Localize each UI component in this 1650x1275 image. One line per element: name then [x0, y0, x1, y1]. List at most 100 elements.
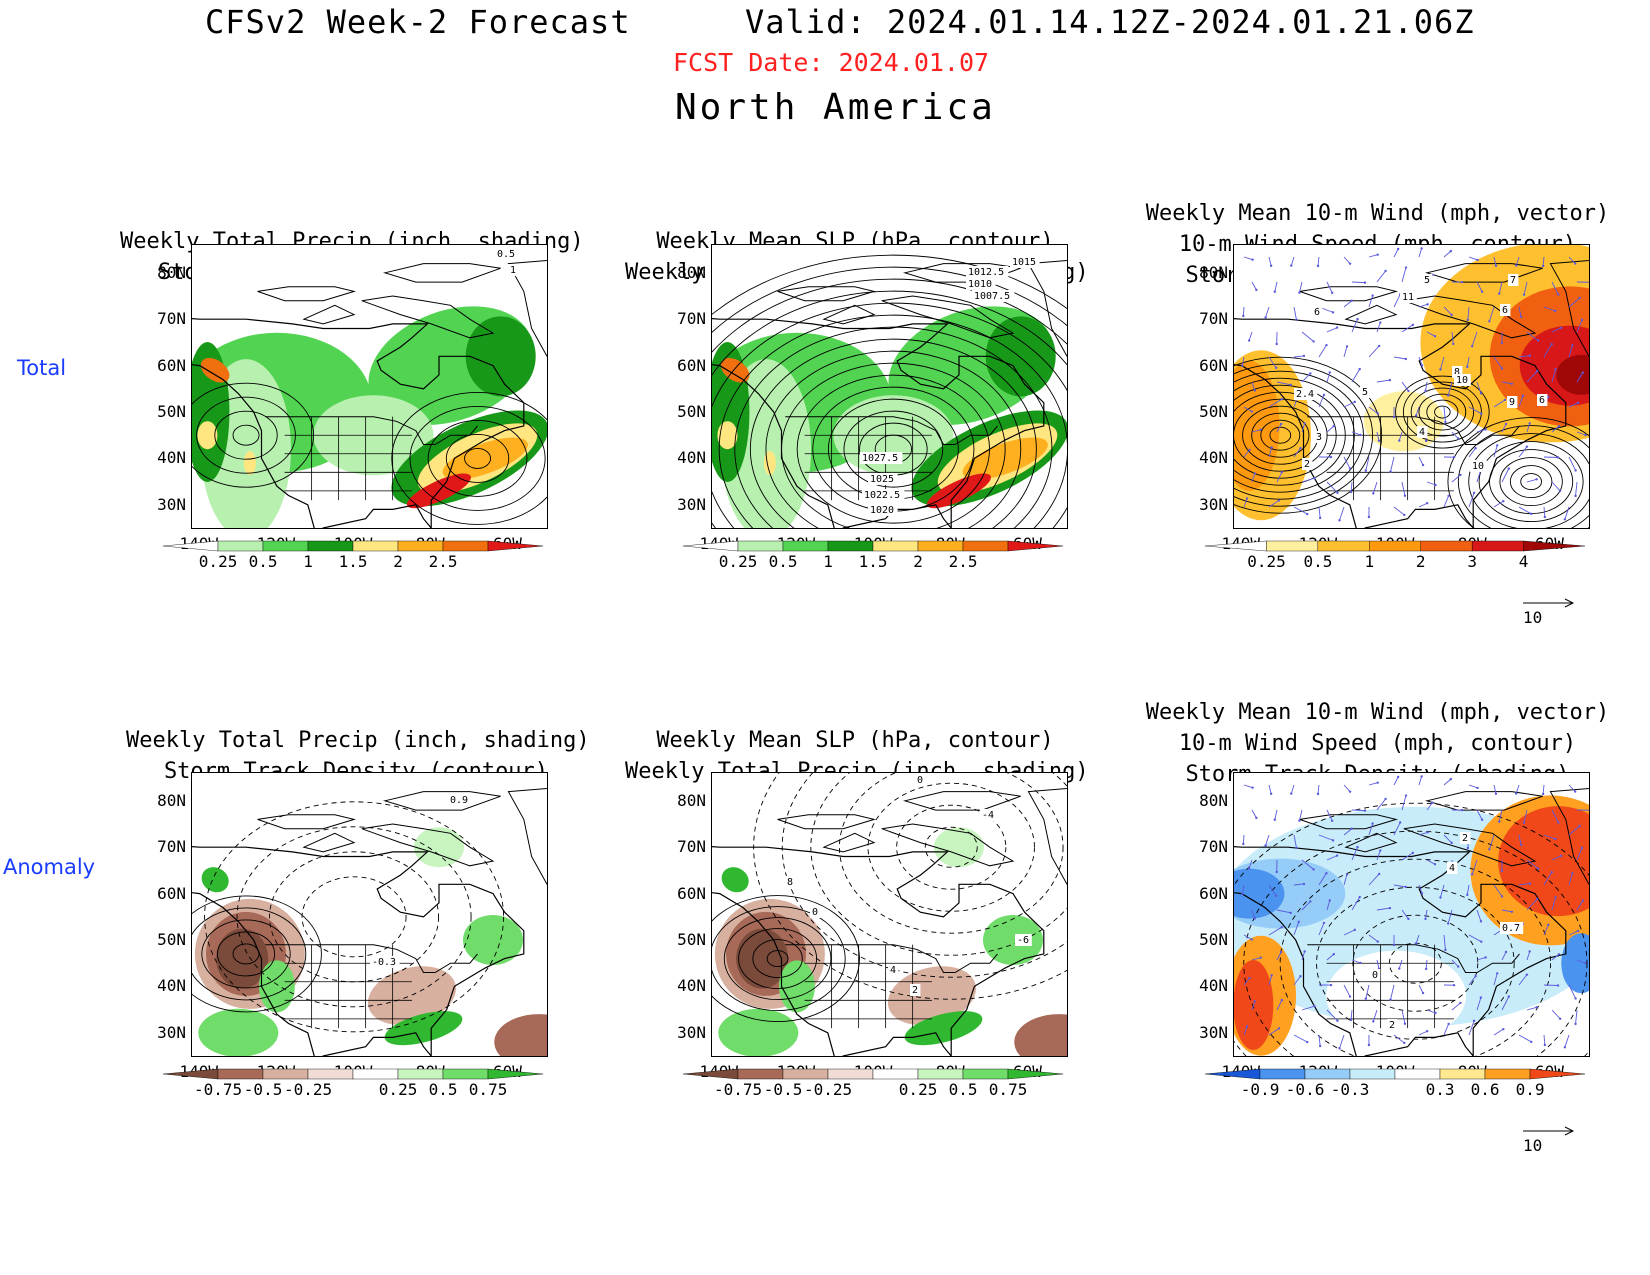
- wind-vector-head: [1484, 956, 1487, 959]
- wind-vector: [1568, 402, 1579, 408]
- wind-vector: [1401, 795, 1407, 811]
- wind-vector: [1493, 356, 1503, 369]
- lat-tick-label: 80N: [677, 262, 706, 282]
- wind-vector-head: [1376, 253, 1379, 256]
- wind-speed-contour: [1468, 433, 1589, 528]
- wind-vector: [1526, 370, 1538, 383]
- wind-vector-head: [1466, 893, 1469, 897]
- wind-vector: [1447, 381, 1453, 396]
- arctic-island: [507, 259, 547, 357]
- wind-vector: [1393, 356, 1406, 360]
- wind-vector: [1418, 1030, 1428, 1036]
- colorbar-canvas: [162, 1068, 544, 1080]
- wind-vector: [1251, 909, 1256, 919]
- wind-vector-head: [1245, 497, 1249, 500]
- wind-vector-head: [1500, 869, 1504, 873]
- colorbar-tick-label: 2: [913, 552, 923, 571]
- wind-vector-head: [1476, 786, 1479, 790]
- wind-vector: [1418, 303, 1428, 308]
- wind-vector: [1501, 423, 1507, 433]
- lat-tick-label: 50N: [1199, 402, 1228, 422]
- colorbar-segment: [442, 540, 489, 552]
- wind-vector: [1393, 1034, 1405, 1044]
- wind-label-bg: [1422, 274, 1433, 286]
- lat-tick-label: 40N: [1199, 448, 1228, 468]
- wind-vector: [1518, 1034, 1532, 1043]
- wind-vector-head: [1421, 991, 1425, 995]
- wind-vector-head: [1525, 445, 1529, 448]
- wind-vector-head: [1290, 792, 1293, 795]
- wind-vector-head: [1353, 400, 1357, 404]
- wind-vector-head: [1275, 894, 1278, 898]
- wind-speed-contour: [1499, 457, 1563, 507]
- wind-vector-head: [1325, 343, 1328, 347]
- wind-vector: [1351, 959, 1361, 964]
- map-canvas: 0.51: [192, 248, 547, 528]
- wind-vector: [1326, 855, 1338, 861]
- wind-vector-head: [1303, 422, 1306, 425]
- wind-vector-head: [1353, 928, 1357, 932]
- wind-vector: [1518, 974, 1528, 986]
- wind-vector-head: [1332, 424, 1336, 428]
- wind-vector: [1265, 306, 1270, 318]
- colorbar-tick-label: -0.5: [763, 1080, 803, 1099]
- slp-label: 1025: [870, 474, 894, 485]
- wind-vector-head: [1242, 314, 1245, 318]
- wind-vector: [1443, 778, 1452, 786]
- wind-vector: [1339, 506, 1345, 521]
- wind-vector-head: [1574, 494, 1577, 498]
- wind-vector-head: [1504, 950, 1508, 954]
- wind-vector: [1443, 406, 1446, 422]
- wind-vector-head: [1404, 357, 1408, 361]
- colorbar-total_precip: 0.25 0.5 1 1.5 2 2.5: [682, 538, 1064, 571]
- wind-vector: [1418, 776, 1423, 786]
- wind-vector-head: [1248, 976, 1251, 980]
- wind-vector: [1248, 859, 1253, 869]
- wind-vector: [1564, 506, 1570, 520]
- storm-track-contour: [232, 424, 260, 446]
- slp-anom-label: 8: [787, 877, 793, 888]
- wind-vector: [1468, 492, 1475, 508]
- wind-vector-head: [1459, 473, 1462, 477]
- wind-vector: [1526, 1006, 1537, 1011]
- wind-vector-head: [1559, 854, 1563, 858]
- wind-vector: [1493, 500, 1504, 508]
- wind-vector: [1276, 471, 1283, 483]
- wind-vector: [1501, 951, 1507, 961]
- wind-vector-head: [1449, 777, 1453, 781]
- slp-label: 1012.5: [968, 267, 1004, 278]
- colorbar-segment: [262, 1068, 309, 1080]
- wind-vector-head: [1547, 923, 1550, 927]
- wind-vector: [1568, 784, 1576, 792]
- wind-vector-head: [1389, 998, 1392, 1001]
- wind-vector-head: [1550, 870, 1553, 874]
- wind-vector: [1276, 909, 1291, 914]
- wind-vector: [1241, 884, 1245, 894]
- wind-vector: [1468, 934, 1482, 943]
- colorbar-segment: [737, 1068, 784, 1080]
- us-canada-border: [785, 416, 998, 445]
- wind-vector-head: [1259, 428, 1262, 431]
- wind-vector: [1241, 356, 1245, 366]
- wind-vector: [1451, 331, 1454, 344]
- wind-label: 9: [1509, 397, 1515, 408]
- wind-vector-head: [1270, 974, 1273, 977]
- storm-track-contour: [192, 382, 315, 488]
- wind-vector: [1326, 281, 1333, 294]
- lat-tick-label: 70N: [1199, 309, 1228, 329]
- wind-vector-head: [1536, 339, 1540, 342]
- wind-vector-head: [1507, 467, 1510, 470]
- arctic-island: [902, 791, 1021, 811]
- wind-vector: [1498, 809, 1503, 822]
- wind-vector: [1418, 456, 1424, 466]
- slp-anom-label-bg: [915, 774, 926, 786]
- wind-vector: [1376, 850, 1381, 861]
- wind-vector-head: [1460, 808, 1464, 812]
- lat-tick-label: 40N: [677, 976, 706, 996]
- wind-vector-head: [1371, 294, 1374, 297]
- wind-vector-head: [1459, 1001, 1462, 1005]
- wind-vector: [1543, 343, 1553, 358]
- wind-vector-head: [1289, 383, 1292, 387]
- wind-vector-head: [1420, 775, 1423, 778]
- wind-vector-head: [1345, 345, 1349, 348]
